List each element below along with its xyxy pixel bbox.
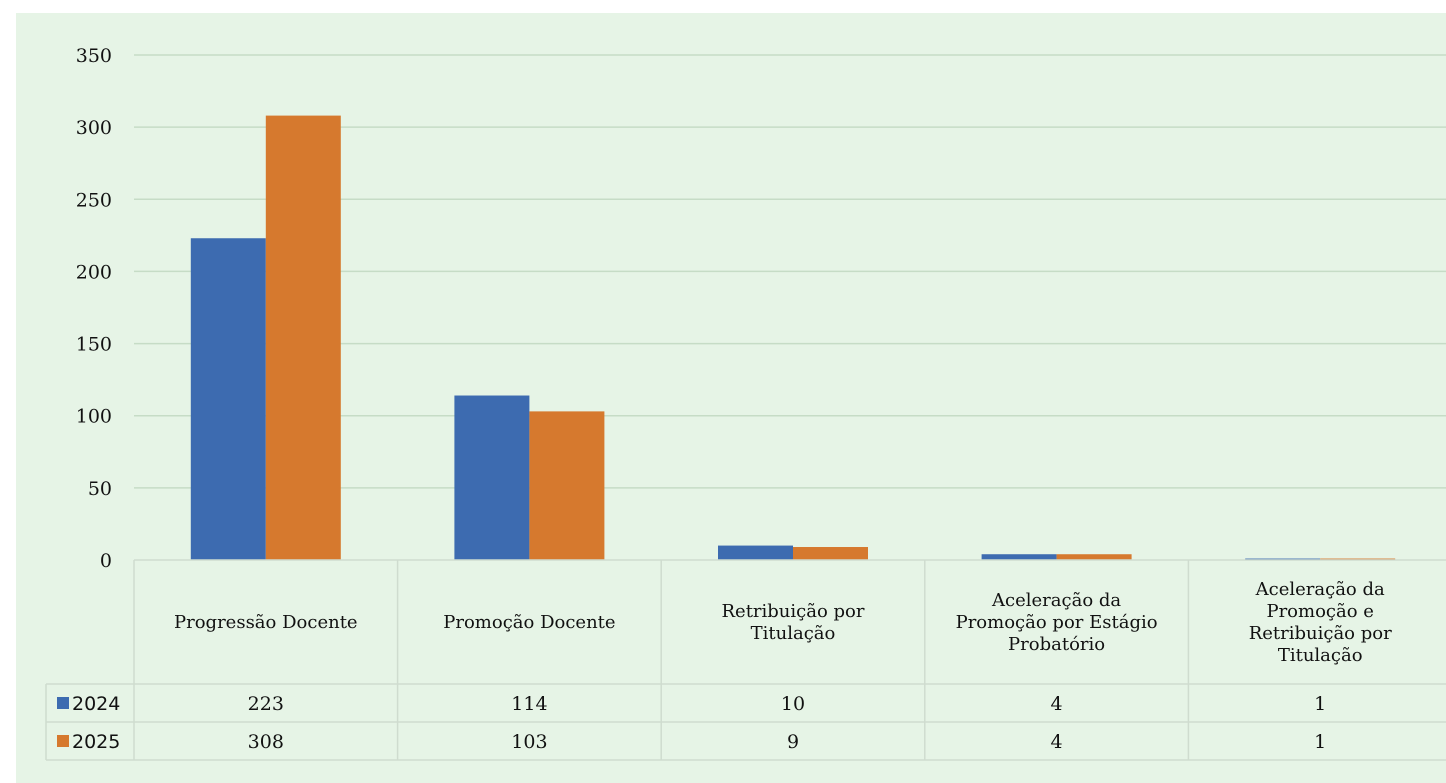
- table-value: 103: [511, 731, 547, 753]
- category-label-line: Retribuição por: [1249, 623, 1392, 644]
- category-label: Aceleração da Promoção por Estágio Probató…: [956, 590, 1158, 655]
- y-tick-label: 0: [100, 550, 112, 572]
- table-value: 10: [781, 693, 805, 715]
- bar-2025: [265, 115, 341, 560]
- table-value: 223: [248, 693, 284, 715]
- category-label-line: Progressão Docente: [174, 612, 358, 633]
- bar-2025: [1056, 554, 1132, 560]
- table-value: 4: [1051, 693, 1063, 715]
- category-label-line: Promoção Docente: [443, 612, 615, 633]
- data-table: Progressão Docente Promoção Docente Retrib…: [45, 559, 1446, 761]
- legend-key-2024: [57, 697, 69, 709]
- gridlines: [134, 54, 1446, 489]
- category-label-line: Probatório: [1008, 634, 1105, 655]
- category-label: Retribuição por Titulação: [721, 601, 864, 644]
- category-label: Promoção Docente: [443, 612, 615, 633]
- bar-2025: [529, 411, 605, 560]
- table-value: 308: [248, 731, 284, 753]
- y-tick-label: 250: [76, 189, 112, 211]
- category-label: Progressão Docente: [174, 612, 358, 633]
- category-label-line: Aceleração da: [991, 590, 1121, 611]
- table-value: 1: [1314, 693, 1326, 715]
- category-label-line: Promoção por Estágio: [956, 612, 1158, 633]
- category-label: Aceleração da Promoção e Retribuição por Ti…: [1249, 579, 1392, 666]
- category-label-line: Retribuição por: [721, 601, 864, 622]
- category-label-line: Aceleração da: [1255, 579, 1385, 600]
- y-tick-label: 350: [76, 45, 112, 67]
- legend-key-2025: [57, 735, 69, 747]
- y-axis-ticks: 0 50 100 150 200 250 300 350: [76, 45, 112, 572]
- y-tick-label: 50: [88, 478, 112, 500]
- bars: [190, 115, 1396, 560]
- category-label-line: Titulação: [751, 623, 836, 644]
- category-label-line: Promoção e: [1266, 601, 1373, 622]
- y-tick-label: 150: [76, 334, 112, 356]
- y-tick-label: 200: [76, 261, 112, 283]
- category-label-line: Titulação: [1278, 645, 1363, 666]
- series-name: 2025: [72, 731, 120, 753]
- y-tick-label: 300: [76, 117, 112, 139]
- bar-2024: [454, 395, 530, 560]
- bar-2024: [981, 554, 1057, 560]
- table-value: 9: [787, 731, 799, 753]
- series-name: 2024: [72, 693, 120, 715]
- bar-2024: [718, 545, 793, 560]
- bar-2025: [793, 547, 868, 560]
- table-value: 1: [1314, 731, 1326, 753]
- table-value: 114: [511, 693, 547, 715]
- bar-2024: [190, 238, 266, 560]
- y-tick-label: 100: [76, 406, 112, 428]
- table-value: 4: [1051, 731, 1063, 753]
